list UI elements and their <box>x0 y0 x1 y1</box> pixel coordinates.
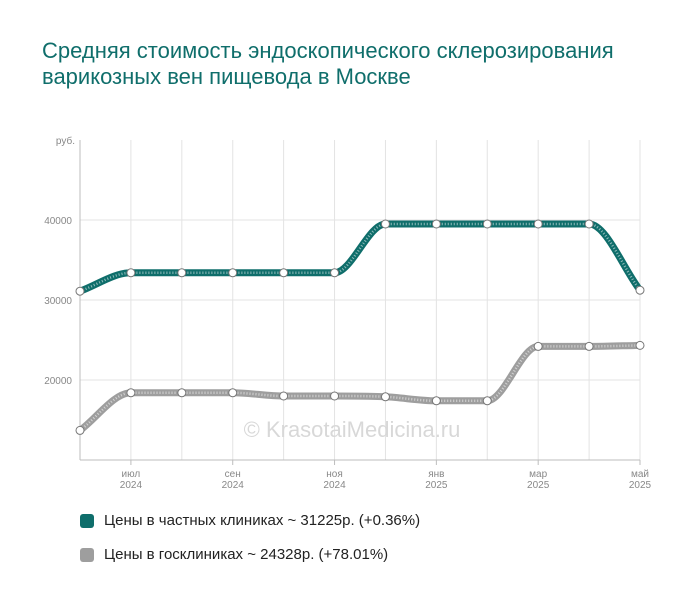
x-tick-label: ноя 2024 <box>323 469 346 491</box>
legend-item-private[interactable]: Цены в частных клиниках ~ 31225р. (+0.36… <box>80 512 420 529</box>
chart-title: Средняя стоимость эндоскопического склер… <box>42 38 614 89</box>
legend-swatch-private <box>80 513 94 528</box>
y-axis-unit-label: руб. <box>56 135 75 147</box>
legend-item-public[interactable]: Цены в госклиниках ~ 24328р. (+78.01%) <box>80 546 388 563</box>
legend-label-private: Цены в частных клиниках ~ 31225р. (+0.36… <box>104 512 421 529</box>
data-point-private <box>330 268 340 278</box>
x-tick-label: май 2025 <box>629 469 652 491</box>
data-point-private <box>228 268 238 278</box>
watermark-text: © KrasotaiMedicina.ru <box>244 417 461 442</box>
x-tick-label: мар 2025 <box>527 469 550 491</box>
x-tick-label: янв 2025 <box>425 469 448 491</box>
x-tick-label: июл 2024 <box>120 469 143 491</box>
data-point-public <box>584 341 594 351</box>
y-tick-label: 30000 <box>44 296 72 307</box>
y-tick-label: 20000 <box>44 376 72 387</box>
data-point-public <box>482 396 492 406</box>
legend-swatch-public <box>80 547 94 562</box>
data-point-private <box>279 268 289 278</box>
data-point-private <box>126 268 136 278</box>
data-point-public <box>228 388 238 398</box>
legend-label-public: Цены в госклиниках ~ 24328р. (+78.01%) <box>104 546 389 563</box>
data-point-private <box>177 268 187 278</box>
data-point-private <box>482 219 492 229</box>
data-point-public <box>75 425 85 435</box>
data-point-public <box>380 392 390 402</box>
data-point-public <box>533 341 543 351</box>
data-point-public <box>279 391 289 401</box>
data-point-public <box>126 388 136 398</box>
data-point-private <box>533 219 543 229</box>
data-point-private <box>584 219 594 229</box>
series-line-texture-private <box>79 222 641 293</box>
series-line-private <box>76 220 644 295</box>
data-point-private <box>380 219 390 229</box>
data-point-private <box>431 219 441 229</box>
data-point-public <box>635 340 645 350</box>
y-tick-label: 40000 <box>44 216 72 227</box>
data-point-public <box>330 391 340 401</box>
data-point-private <box>635 285 645 295</box>
data-point-public <box>431 396 441 406</box>
data-point-private <box>75 286 85 296</box>
x-tick-label: сен 2024 <box>222 469 245 491</box>
data-point-public <box>177 388 187 398</box>
